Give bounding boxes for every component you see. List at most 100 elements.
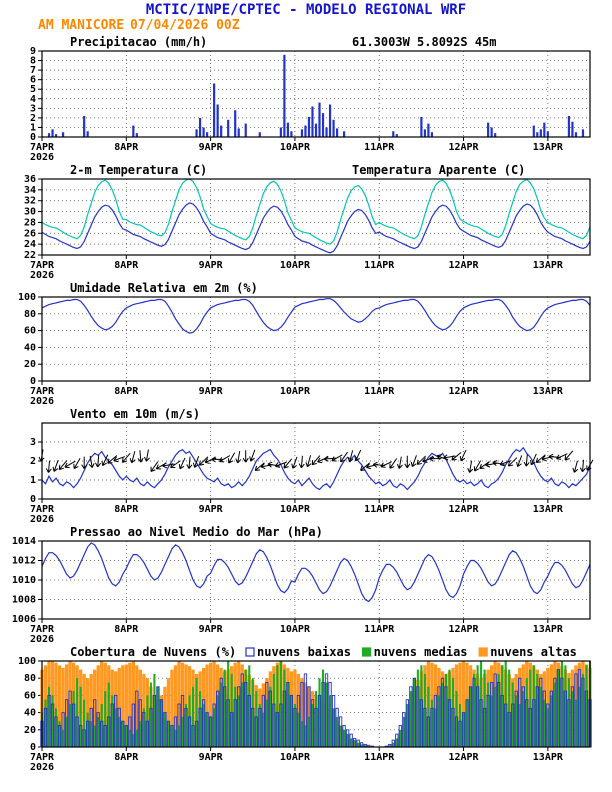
cloud-bar [300, 678, 304, 747]
wind-arrow [298, 455, 305, 469]
wind-arrow [516, 455, 523, 468]
cloud-bar [64, 664, 69, 747]
precip-bar [332, 119, 335, 137]
panel-title: Pressao ao Nivel Medio do Mar (hPa) [70, 525, 323, 539]
cloud-bar [86, 712, 89, 747]
wind-arrow-glyph [380, 461, 392, 468]
y-tick-label: 1010 [12, 575, 36, 586]
cloud-bar [515, 695, 518, 747]
y-tick-label: 26 [24, 228, 36, 239]
wind-arrow-glyph [219, 455, 231, 463]
series-2-m-temperatura-c- [41, 202, 591, 254]
wind-arrow-glyph [254, 462, 265, 471]
y-tick-label: 1012 [12, 556, 36, 567]
cloud-bar [93, 725, 96, 747]
y-tick-label: 0 [30, 132, 36, 143]
legend-label: nuvens altas [490, 645, 577, 659]
y-tick-label: 24 [24, 239, 36, 250]
wind-arrow-glyph [101, 454, 109, 467]
cloud-bar [399, 729, 402, 747]
wind-arrow [227, 452, 236, 464]
wind-arrow [249, 449, 256, 462]
x-tick-label: 7APR [30, 142, 55, 153]
wind-arrow [354, 449, 362, 462]
plot-frame [41, 540, 591, 620]
cloud-bar [490, 695, 493, 747]
cloud-bar [303, 682, 308, 747]
x-tick-label: 10APR [280, 386, 311, 397]
cloud-bar [444, 673, 448, 747]
y-tick-label: 2 [30, 113, 36, 124]
cloud-bar [184, 704, 188, 747]
y-tick-label: 36 [24, 174, 36, 185]
wind-arrow-glyph [396, 456, 403, 469]
cloud-bar [220, 682, 223, 747]
y-tick-label: 20 [24, 359, 36, 370]
wind-arrow [507, 457, 518, 467]
wind-direction-arrows [38, 449, 594, 473]
cloud-bar [107, 682, 110, 747]
cloud-bar [494, 686, 497, 747]
wind-arrow [58, 460, 68, 471]
wind-arrow [305, 455, 312, 468]
x-tick-label: 10APR [280, 504, 311, 515]
x-tick-label: 11APR [364, 624, 395, 635]
cloud-bar [339, 725, 342, 747]
cloud-bar [546, 667, 550, 747]
series-umidade-relativa [41, 298, 591, 334]
cloud-bar [160, 699, 163, 747]
cloud-bar [290, 695, 293, 747]
cloud-bar [350, 738, 353, 747]
precip-bar [304, 125, 307, 137]
wind-arrow-glyph [144, 449, 150, 462]
cloud-bar [286, 682, 289, 747]
wind-arrow [94, 454, 102, 468]
wind-arrow-glyph [249, 449, 256, 462]
cloud-bar [522, 691, 525, 747]
y-tick-label: 1014 [12, 536, 36, 547]
wind-arrow [564, 450, 574, 461]
wind-arrow [556, 453, 568, 460]
wind-arrow [410, 455, 417, 468]
cloud-bar [543, 699, 546, 747]
x-tick-label: 10APR [280, 142, 311, 153]
precip-bar [427, 123, 430, 137]
cloud-bar [458, 704, 462, 747]
plot-frame [41, 296, 591, 382]
cloud-bar [360, 744, 363, 747]
wind-arrow [52, 459, 59, 472]
wind-arrow [291, 456, 298, 469]
precip-bar [343, 131, 346, 137]
y-tick-label: 2 [30, 456, 36, 467]
wind-arrow-glyph [340, 451, 348, 463]
y-tick-label: 100 [18, 656, 36, 667]
cloud-bar [128, 662, 132, 747]
precip-bar [539, 129, 542, 137]
cloud-bar [51, 695, 54, 747]
cloud-bar [153, 673, 156, 747]
cloud-bar [441, 682, 444, 747]
precip-bar [392, 131, 395, 137]
cloud-bar [181, 716, 184, 747]
y-tick-label: 9 [30, 46, 36, 57]
cloud-bar [173, 665, 178, 747]
precip-bar [279, 127, 282, 137]
x-tick-label: 13APR [533, 260, 564, 271]
cloud-bar [476, 665, 479, 747]
wind-arrow [235, 451, 242, 464]
wind-arrow-glyph [416, 455, 426, 465]
y-tick-label: 0 [30, 494, 36, 505]
x-tick-label: 8APR [114, 624, 139, 635]
wind-arrow [331, 454, 343, 462]
precip-bar [237, 128, 240, 137]
wind-arrow [254, 462, 265, 471]
cloud-bar [311, 704, 314, 747]
wind-arrow [198, 456, 209, 466]
wind-arrow-glyph [178, 457, 186, 470]
wind-arrow [150, 461, 159, 472]
precip-bar [321, 113, 325, 137]
precip-bar [244, 123, 247, 137]
